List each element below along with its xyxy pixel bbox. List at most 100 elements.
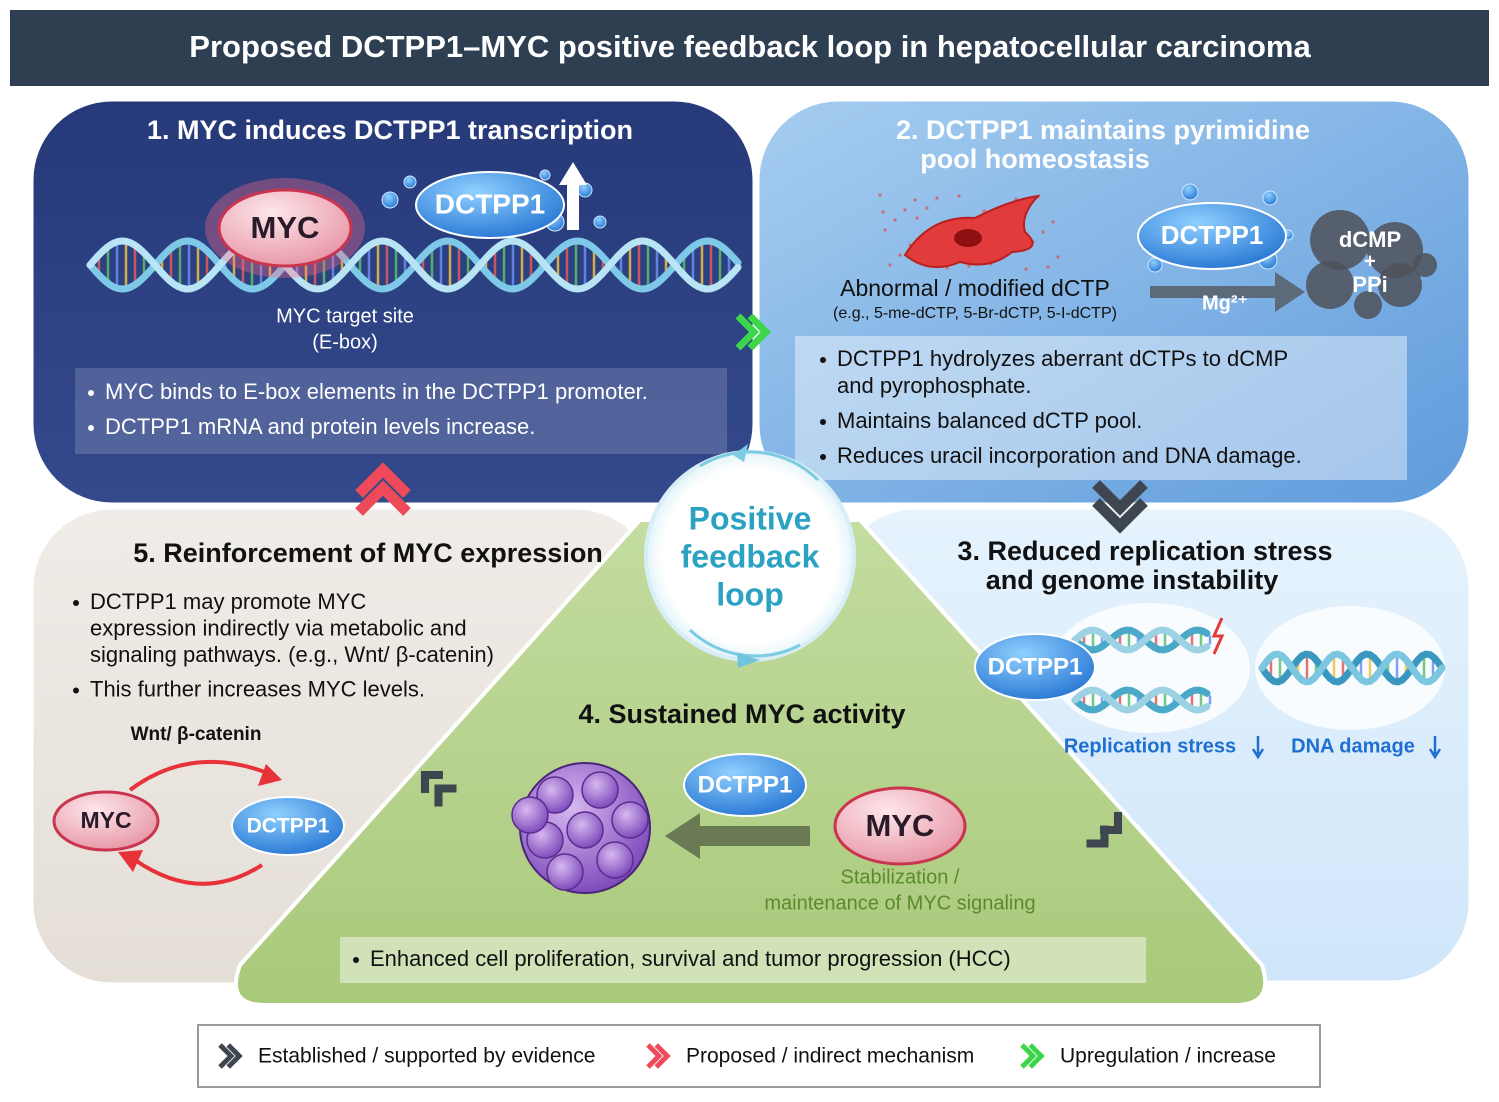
title: Proposed DCTPP1–MYC positive feedback lo… xyxy=(189,29,1311,64)
fragment xyxy=(1413,253,1437,277)
bubble xyxy=(381,191,399,209)
chevron-dark xyxy=(434,784,457,807)
tumor-cell xyxy=(581,771,619,809)
loop-arrow-head xyxy=(118,850,143,872)
dctpp1-label: DCTPP1 xyxy=(988,653,1083,680)
fragment xyxy=(1354,291,1382,319)
loop-arrow xyxy=(133,858,264,886)
fragment xyxy=(1306,261,1354,309)
bullet-text: MYC binds to E-box elements in the DCTPP… xyxy=(105,379,648,404)
arrow xyxy=(665,813,810,859)
chevron-dark xyxy=(1092,498,1148,534)
ppi-label: PPi xyxy=(1352,272,1387,297)
bullet-text: Maintains balanced dCTP pool. xyxy=(837,408,1142,433)
speck xyxy=(1046,265,1050,269)
site-label: MYC target site xyxy=(276,305,414,327)
panel-title: 5. Reinforcement of MYC expression xyxy=(133,538,603,568)
fragment xyxy=(1367,222,1423,278)
loop-arrow-head xyxy=(258,764,282,786)
myc-label: MYC xyxy=(866,808,935,843)
up-arrow xyxy=(559,162,587,230)
bullet-dot xyxy=(88,425,94,431)
speck xyxy=(1024,267,1028,271)
chevron-dark xyxy=(420,770,443,793)
myc-oval xyxy=(833,786,967,866)
speck xyxy=(898,253,902,257)
lightning xyxy=(1211,617,1225,655)
dctpp1-oval xyxy=(683,753,807,817)
nucleus xyxy=(954,229,982,247)
bullet-box xyxy=(75,368,727,454)
dctp-example: (e.g., 5-me-dCTP, 5-Br-dCTP, 5-I-dCTP) xyxy=(833,305,1117,322)
center-label: loop xyxy=(716,576,784,612)
tumor-cell xyxy=(511,796,549,834)
fragment xyxy=(1378,263,1422,307)
speck xyxy=(957,194,961,198)
bullet-text: This further increases MYC levels. xyxy=(90,676,425,701)
dcmp-label: dCMP xyxy=(1339,227,1401,252)
tumor-cell xyxy=(566,811,604,849)
speck xyxy=(982,209,986,213)
speck xyxy=(1041,230,1045,234)
dctpp1-label: DCTPP1 xyxy=(435,188,545,219)
bullet-dot xyxy=(820,357,826,363)
legend-chevron xyxy=(1020,1043,1037,1069)
panel-title: and genome instability xyxy=(986,565,1279,595)
speck xyxy=(878,193,882,197)
legend-chevron xyxy=(218,1043,235,1069)
dctp-label: Abnormal / modified dCTP xyxy=(840,275,1110,301)
cycle-arrow xyxy=(699,450,820,482)
bubble xyxy=(577,182,593,198)
title-bar xyxy=(10,10,1489,86)
site-label: (E-box) xyxy=(312,331,378,353)
note-label: maintenance of MYC signaling xyxy=(764,892,1035,914)
panel-title: 1. MYC induces DCTPP1 transcription xyxy=(147,115,633,145)
bullet-dot xyxy=(73,600,79,606)
effect-label: Replication stress xyxy=(1064,735,1236,757)
cycle-head xyxy=(733,444,748,462)
speck xyxy=(967,264,971,268)
dctpp1-label: DCTPP1 xyxy=(698,771,793,798)
myc-oval xyxy=(217,188,353,268)
down-arrow xyxy=(1251,736,1265,760)
myc-label: MYC xyxy=(80,807,131,833)
bullet-dot xyxy=(88,390,94,396)
speck xyxy=(1056,255,1060,259)
dna-strand xyxy=(86,237,742,293)
bullet-text: Enhanced cell proliferation, survival an… xyxy=(370,946,1011,971)
panel-title: 3. Reduced replication stress xyxy=(957,536,1332,566)
tumor-cell xyxy=(546,853,584,891)
chevron-green xyxy=(735,313,760,351)
myc-label: MYC xyxy=(251,210,320,245)
center-label: Positive xyxy=(689,500,812,536)
chevron-green xyxy=(747,313,772,351)
myc-oval xyxy=(52,790,160,852)
fragment xyxy=(1310,210,1370,270)
chevron-red xyxy=(355,480,411,516)
speck xyxy=(903,208,907,212)
tumor-cell xyxy=(611,801,649,839)
chevron-dark xyxy=(1092,480,1148,516)
bullet-text: signaling pathways. (e.g., Wnt/ β-cateni… xyxy=(90,642,494,667)
speck xyxy=(883,228,887,232)
bubble xyxy=(1262,190,1278,206)
legend-label: Established / supported by evidence xyxy=(258,1045,595,1068)
tumor-cell xyxy=(536,776,574,814)
panel-title: 4. Sustained MYC activity xyxy=(578,699,905,729)
speck xyxy=(1051,220,1055,224)
bullet-dot xyxy=(353,957,359,963)
center-label: feedback xyxy=(681,538,820,574)
loop-arrow xyxy=(128,759,266,792)
panel-title: 2. DCTPP1 maintains pyrimidine xyxy=(896,115,1310,145)
speck xyxy=(888,263,892,267)
speck xyxy=(925,206,929,210)
down-arrow xyxy=(1428,736,1442,760)
legend-label: Upregulation / increase xyxy=(1060,1045,1276,1068)
fork-strand xyxy=(1071,686,1211,714)
bullet-dot xyxy=(820,419,826,425)
bubble xyxy=(1181,183,1199,201)
chevron-red xyxy=(355,462,411,498)
bubble xyxy=(593,215,607,229)
speck xyxy=(935,196,939,200)
legend-chevron xyxy=(226,1043,243,1069)
